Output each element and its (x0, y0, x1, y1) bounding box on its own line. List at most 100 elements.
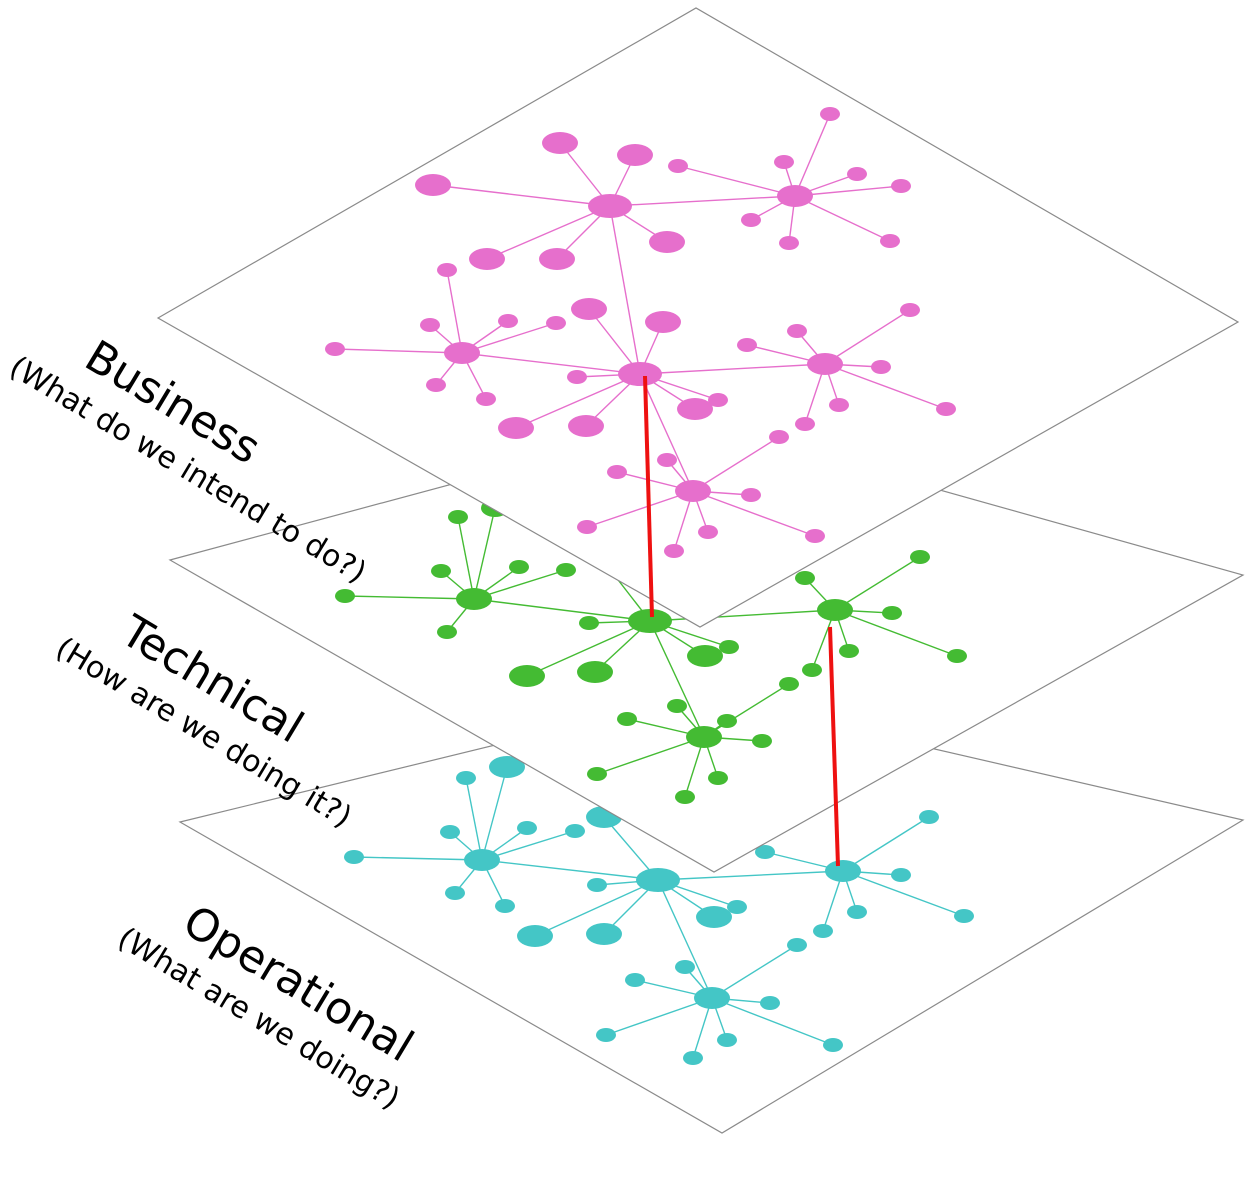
network-node (568, 415, 604, 437)
network-edge (677, 165, 796, 197)
network-node (795, 417, 815, 431)
network-node (882, 606, 902, 620)
network-hub-node (817, 599, 853, 621)
network-edge (461, 352, 641, 375)
network-node (891, 868, 911, 882)
network-node (847, 167, 867, 181)
network-node (947, 649, 967, 663)
network-node (489, 756, 525, 778)
network-node (426, 378, 446, 392)
network-edge (515, 373, 641, 429)
network-hub-node (456, 588, 492, 610)
network-node (741, 213, 761, 227)
network-node (829, 398, 849, 412)
network-node (755, 845, 775, 859)
network-edge (649, 609, 836, 622)
network-edge (473, 507, 496, 600)
network-node (910, 550, 930, 564)
network-node (335, 589, 355, 603)
network-edge (534, 879, 659, 937)
network-node (617, 712, 637, 726)
network-node (645, 311, 681, 333)
network-edge (446, 269, 463, 354)
network-node (795, 571, 815, 585)
network-node (719, 640, 739, 654)
business-layer (156, 7, 1240, 628)
network-node (847, 905, 867, 919)
network-node (344, 850, 364, 864)
network-node (448, 510, 468, 524)
network-node (565, 824, 585, 838)
network-edge (609, 195, 796, 207)
operational-layer (178, 694, 1245, 1134)
network-hub-node (628, 609, 672, 633)
network-hub-node (618, 362, 662, 386)
network-node (891, 179, 911, 193)
network-node (668, 159, 688, 173)
network-node (571, 298, 607, 320)
network-edge (526, 620, 651, 677)
cross-layer-link-business-technical (643, 375, 654, 618)
network-node (954, 909, 974, 923)
network-node (839, 644, 859, 658)
network-node (440, 825, 460, 839)
network-edge (842, 816, 930, 872)
network-hub-node (444, 342, 480, 364)
network-edge (639, 373, 694, 492)
network-node (415, 174, 451, 196)
network-node (779, 677, 799, 691)
network-node (802, 663, 822, 677)
network-node (456, 771, 476, 785)
network-node (577, 661, 613, 683)
network-hub-node (807, 353, 843, 375)
network-node (936, 402, 956, 416)
network-node (539, 248, 575, 270)
network-node (813, 924, 833, 938)
network-node (698, 525, 718, 539)
network-hub-node (636, 868, 680, 892)
network-edge (794, 195, 891, 242)
network-node (696, 906, 732, 928)
network-edge (842, 870, 965, 917)
network-node (437, 625, 457, 639)
network-hub-node (825, 860, 861, 882)
network-node (556, 563, 576, 577)
network-edge (794, 113, 831, 197)
network-node (542, 132, 578, 154)
network-node (517, 925, 553, 947)
network-node (787, 938, 807, 952)
network-edge (692, 490, 816, 537)
network-node (509, 560, 529, 574)
network-node (546, 316, 566, 330)
network-edge (657, 879, 713, 999)
network-node (625, 973, 645, 987)
network-edge (657, 870, 844, 881)
network-node (717, 714, 737, 728)
network-node (476, 392, 496, 406)
network-edge (834, 556, 921, 611)
network-edge (711, 997, 834, 1046)
network-node (437, 263, 457, 277)
network-node (741, 488, 761, 502)
network-node (820, 107, 840, 121)
network-node (900, 303, 920, 317)
network-edge (639, 363, 826, 375)
network-node (708, 393, 728, 407)
network-edge (344, 595, 475, 600)
network-node (683, 1051, 703, 1065)
network-node (760, 996, 780, 1010)
network-node (498, 417, 534, 439)
network-edge (692, 436, 780, 492)
network-edge (834, 609, 958, 657)
network-edge (353, 856, 483, 861)
network-node (607, 465, 627, 479)
network-node (325, 342, 345, 356)
business-network (325, 107, 956, 558)
network-node (687, 645, 723, 667)
network-node (587, 767, 607, 781)
network-hub-node (694, 987, 730, 1009)
network-node (787, 324, 807, 338)
cross-layer-link-technical-operational (828, 626, 840, 867)
network-node (579, 616, 599, 630)
network-edge (703, 683, 790, 738)
